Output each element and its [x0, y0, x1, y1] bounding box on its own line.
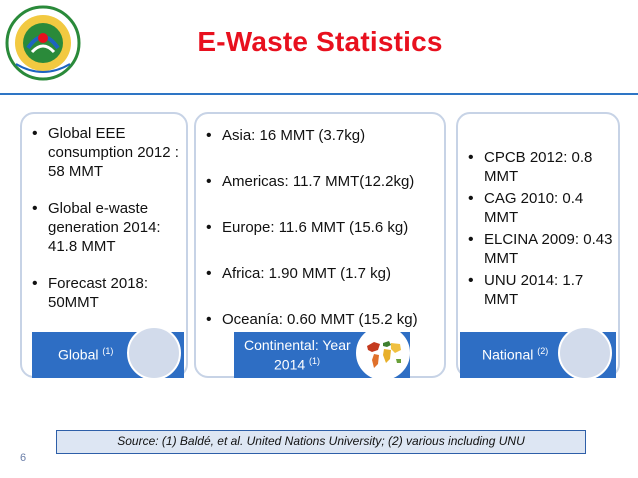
list-item: CPCB 2012: 0.8 MMT: [466, 148, 616, 186]
list-item: Europe: 11.6 MMT (15.6 kg): [204, 218, 440, 237]
continental-label-sup: (1): [309, 356, 321, 366]
ministry-seal-logo: [4, 4, 82, 82]
global-label: Global: [58, 346, 99, 363]
continental-label-line2: 2014: [274, 356, 306, 373]
page-title: E-Waste Statistics: [197, 26, 443, 57]
list-item: Forecast 2018: 50MMT: [30, 274, 180, 312]
national-circle: [558, 326, 612, 380]
source-note: Source: (1) Baldé, et al. United Nations…: [56, 430, 586, 454]
list-item: UNU 2014: 1.7 MMT: [466, 271, 616, 309]
list-item: ELCINA 2009: 0.43 MMT: [466, 230, 616, 268]
continental-label-line1: Continental: Year: [244, 337, 351, 353]
list-item: Oceanía: 0.60 MMT (15.2 kg): [204, 310, 440, 329]
national-label-sup: (2): [537, 346, 549, 356]
page-number: 6: [20, 452, 27, 464]
list-item: Americas: 11.7 MMT(12.2kg): [204, 172, 440, 191]
list-item: Global e-waste generation 2014: 41.8 MMT: [30, 199, 180, 256]
list-item: Asia: 16 MMT (3.7kg): [204, 126, 440, 145]
global-circle: [127, 326, 181, 380]
list-item: CAG 2010: 0.4 MMT: [466, 189, 616, 227]
world-map-icon: [356, 326, 410, 380]
global-label-sup: (1): [102, 346, 114, 356]
list-item: Global EEE consumption 2012 : 58 MMT: [30, 124, 180, 181]
national-label: National: [482, 346, 534, 363]
list-item: Africa: 1.90 MMT (1.7 kg): [204, 264, 440, 283]
title-divider: [0, 93, 638, 95]
global-card: Global EEE consumption 2012 : 58 MMT Glo…: [20, 112, 188, 378]
